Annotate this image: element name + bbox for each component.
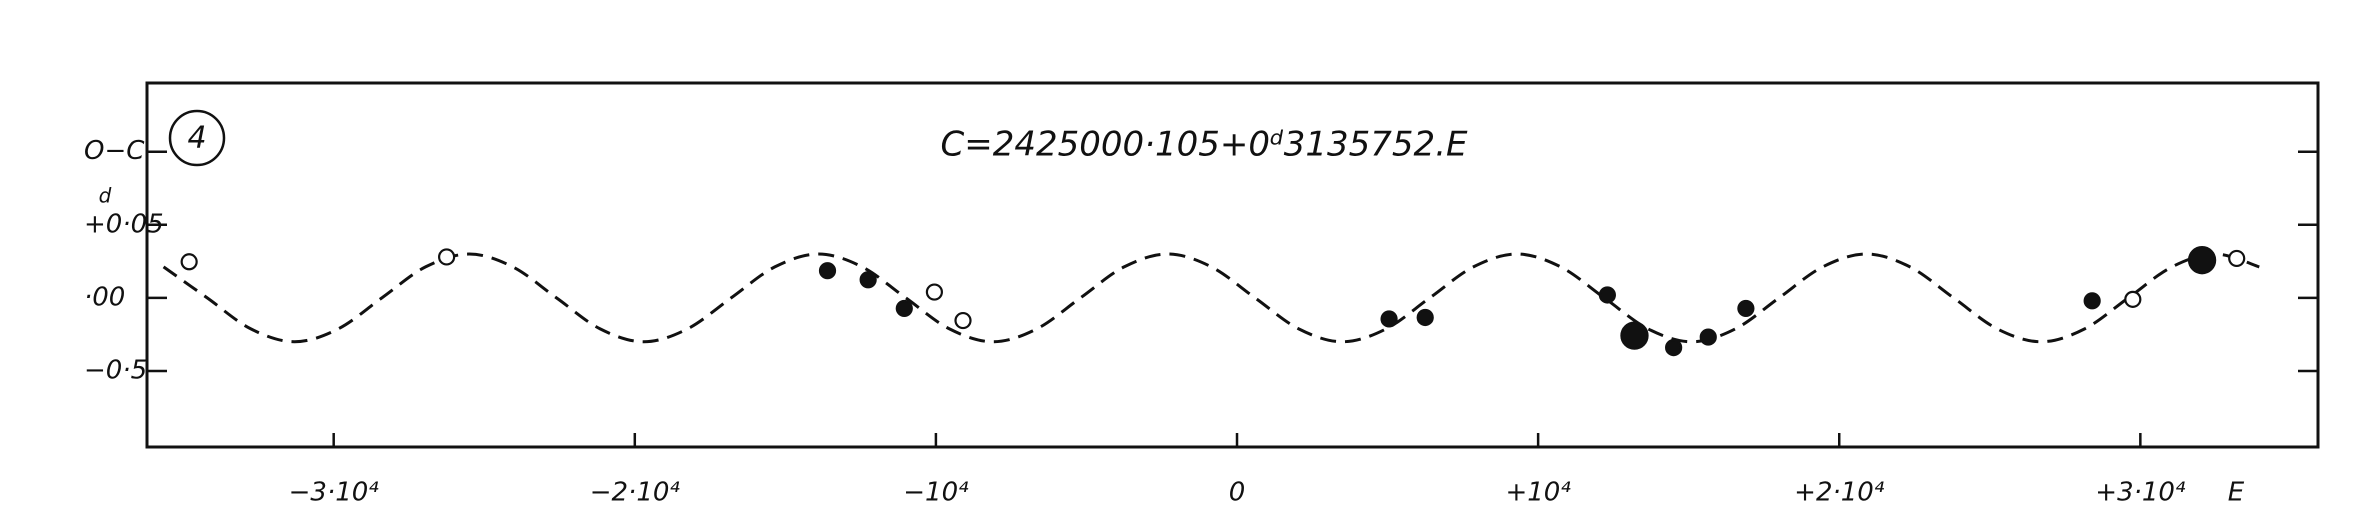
y-tick-label: O−C (84, 136, 145, 166)
x-tick-label: +2·10⁴ (1794, 478, 1885, 508)
y-tick-label: −0·5 (84, 355, 147, 385)
y-tick-label: +0·05 (84, 209, 164, 239)
filled-point (2083, 292, 2101, 310)
x-tick-label: −10⁴ (903, 478, 969, 508)
filled-point (859, 271, 877, 289)
x-tick-label: −2·10⁴ (590, 478, 681, 508)
filled-point (895, 299, 913, 318)
x-tick-label: −3·10⁴ (289, 478, 380, 508)
y-unit: d (99, 183, 112, 207)
open-point (2228, 249, 2246, 268)
filled-point (1380, 310, 1398, 328)
x-axis-label: E (2228, 478, 2245, 508)
y-tick-label: ·00 (84, 282, 125, 312)
filled-point (1737, 299, 1755, 318)
open-point (438, 248, 456, 266)
x-tick-label: +3·10⁴ (2095, 478, 2186, 508)
filled-point (818, 262, 837, 280)
filled-point (1598, 286, 1616, 304)
plot-frame (145, 81, 2320, 449)
open-point (925, 283, 944, 301)
filled-point (1699, 328, 1717, 346)
open-point (180, 253, 198, 271)
formula: C=2425000·105+0ᵈ3135752.E (941, 125, 1468, 165)
x-tick-label: 0 (1229, 478, 1246, 508)
fit-curve (162, 252, 2260, 344)
filled-point (1416, 308, 1434, 327)
panel-label: 4 (187, 121, 206, 156)
open-point (2124, 290, 2142, 308)
filled-point (1620, 321, 1649, 350)
panel-circle (168, 109, 226, 167)
open-point (954, 311, 972, 330)
filled-point (2187, 246, 2217, 275)
x-tick-label: +10⁴ (1505, 478, 1571, 508)
filled-point (1665, 338, 1683, 357)
